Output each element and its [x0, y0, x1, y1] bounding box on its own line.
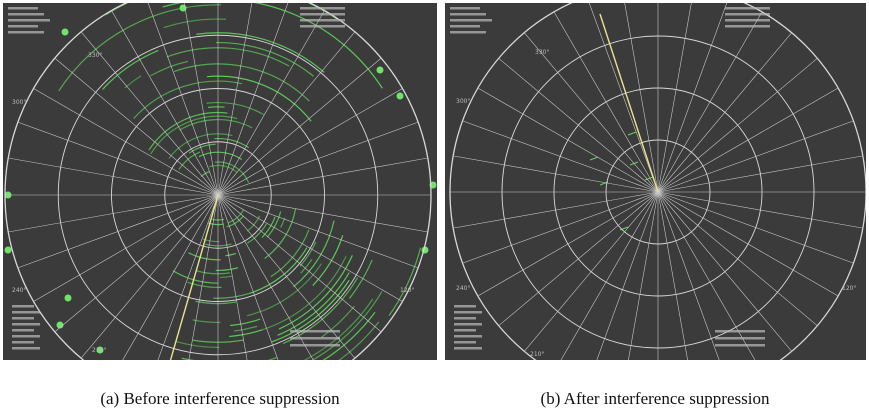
info-text — [12, 341, 34, 344]
info-text — [450, 25, 480, 28]
info-text — [454, 347, 482, 350]
clutter — [155, 365, 221, 376]
angle-label: 330° — [535, 49, 549, 56]
info-text — [454, 305, 476, 308]
info-text — [8, 7, 38, 10]
edge-marker — [62, 29, 69, 36]
info-text — [12, 329, 34, 332]
info-text — [12, 323, 40, 326]
info-text — [715, 344, 765, 347]
info-text — [454, 329, 476, 332]
info-text — [450, 19, 492, 22]
info-text — [725, 13, 770, 16]
info-text — [450, 7, 480, 10]
info-text — [725, 19, 770, 22]
info-text — [12, 311, 40, 314]
info-text — [715, 330, 765, 333]
radar-screen — [445, 3, 866, 360]
angle-label: 300° — [12, 99, 26, 106]
info-text — [8, 13, 44, 16]
angle-label: 210° — [92, 347, 106, 354]
angle-label: 120° — [400, 287, 414, 294]
angle-label: 210° — [530, 351, 544, 358]
info-text — [454, 341, 476, 344]
caption: (a) Before interference suppression — [100, 389, 340, 408]
edge-marker — [65, 295, 72, 302]
caption: (b) After interference suppression — [541, 389, 770, 408]
angle-label: 240° — [456, 285, 470, 292]
clutter — [151, 373, 240, 385]
angle-label: 240° — [12, 287, 26, 294]
info-text — [450, 31, 486, 34]
info-text — [725, 25, 770, 28]
info-text — [715, 337, 765, 340]
info-text — [454, 335, 482, 338]
info-text — [8, 31, 44, 34]
info-text — [300, 19, 345, 22]
info-text — [290, 344, 340, 347]
clutter — [197, 375, 268, 382]
info-text — [454, 323, 482, 326]
info-text — [12, 335, 40, 338]
angle-label: 120° — [842, 285, 856, 292]
figure: 330° 300° 240° 210° 120° 330° 300° 240° 210° 120… — [0, 0, 869, 416]
info-text — [300, 13, 345, 16]
info-text — [450, 13, 486, 16]
info-text — [12, 305, 34, 308]
clutter — [208, 107, 224, 108]
clutter — [194, 361, 277, 371]
info-text — [12, 347, 40, 350]
info-text — [725, 7, 770, 10]
info-text — [454, 311, 482, 314]
edge-marker — [5, 247, 12, 254]
angle-label: 330° — [88, 52, 102, 59]
info-text — [8, 19, 50, 22]
info-text — [290, 330, 340, 333]
info-text — [12, 317, 34, 320]
info-text — [454, 317, 476, 320]
info-text — [300, 7, 345, 10]
edge-marker — [397, 93, 404, 100]
info-text — [290, 337, 340, 340]
edge-marker — [377, 67, 384, 74]
angle-label: 300° — [456, 98, 470, 105]
info-text — [300, 25, 345, 28]
info-text — [8, 25, 38, 28]
